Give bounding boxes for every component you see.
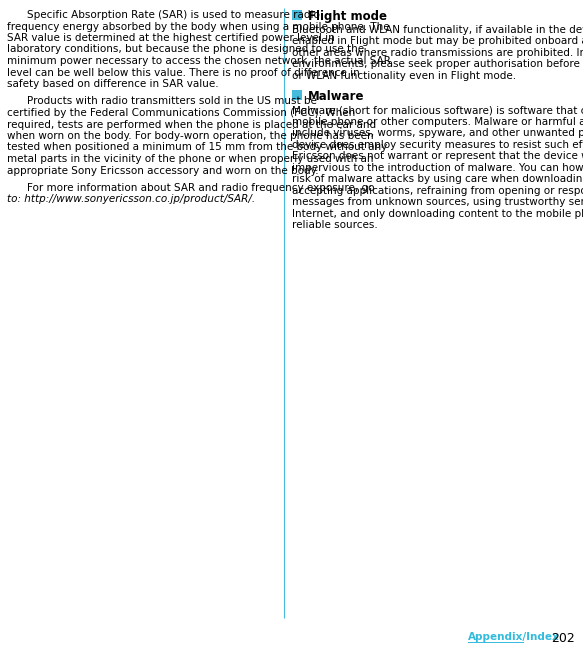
Text: mobile phone or other computers. Malware or harmful applications can: mobile phone or other computers. Malware… bbox=[292, 117, 583, 127]
Text: when worn on the body. For body-worn operation, the phone has been: when worn on the body. For body-worn ope… bbox=[7, 131, 374, 141]
Text: Bluetooth and WLAN functionality, if available in the device, can be: Bluetooth and WLAN functionality, if ava… bbox=[292, 25, 583, 35]
Text: tested when positioned a minimum of 15 mm from the body without any: tested when positioned a minimum of 15 m… bbox=[7, 143, 387, 152]
Text: Malware: Malware bbox=[308, 91, 364, 104]
Text: enabled in Flight mode but may be prohibited onboard aircraft or in: enabled in Flight mode but may be prohib… bbox=[292, 36, 583, 47]
Text: include viruses, worms, spyware, and other unwanted programs. While the: include viruses, worms, spyware, and oth… bbox=[292, 128, 583, 139]
Text: Malware (short for malicious software) is software that can harm the: Malware (short for malicious software) i… bbox=[292, 106, 583, 115]
Text: Internet, and only downloading content to the mobile phone from known,: Internet, and only downloading content t… bbox=[292, 209, 583, 219]
Text: appropriate Sony Ericsson accessory and worn on the body.: appropriate Sony Ericsson accessory and … bbox=[7, 165, 319, 176]
Text: messages from unknown sources, using trustworthy services to access the: messages from unknown sources, using tru… bbox=[292, 198, 583, 207]
Text: reliable sources.: reliable sources. bbox=[292, 220, 378, 231]
Text: level can be well below this value. There is no proof of difference in: level can be well below this value. Ther… bbox=[7, 67, 360, 78]
Bar bbox=[292, 91, 302, 100]
Text: risk of malware attacks by using care when downloading content or: risk of malware attacks by using care wh… bbox=[292, 174, 583, 185]
Text: Specific Absorption Rate (SAR) is used to measure radio: Specific Absorption Rate (SAR) is used t… bbox=[27, 10, 320, 20]
Text: metal parts in the vicinity of the phone or when properly used with an: metal parts in the vicinity of the phone… bbox=[7, 154, 374, 164]
Bar bbox=[292, 10, 302, 20]
Text: other areas where radio transmissions are prohibited. In such: other areas where radio transmissions ar… bbox=[292, 48, 583, 58]
Text: impervious to the introduction of malware. You can however reduce the: impervious to the introduction of malwar… bbox=[292, 163, 583, 173]
Text: Appendix/Index: Appendix/Index bbox=[468, 632, 560, 642]
Text: to: http://www.sonyericsson.co.jp/product/SAR/.: to: http://www.sonyericsson.co.jp/produc… bbox=[7, 194, 255, 205]
Text: or WLAN functionality even in Flight mode.: or WLAN functionality even in Flight mod… bbox=[292, 71, 516, 81]
Text: SAR value is determined at the highest certified power level in: SAR value is determined at the highest c… bbox=[7, 33, 335, 43]
Text: For more information about SAR and radio frequency exposure, go: For more information about SAR and radio… bbox=[27, 183, 374, 193]
Text: accepting applications, refraining from opening or responding to: accepting applications, refraining from … bbox=[292, 186, 583, 196]
Text: Flight mode: Flight mode bbox=[308, 10, 387, 23]
Text: required, tests are performed when the phone is placed at the ear and: required, tests are performed when the p… bbox=[7, 119, 376, 130]
Text: device does employ security measures to resist such efforts, Sony: device does employ security measures to … bbox=[292, 140, 583, 150]
Text: minimum power necessary to access the chosen network, the actual SAR: minimum power necessary to access the ch… bbox=[7, 56, 391, 66]
Text: safety based on difference in SAR value.: safety based on difference in SAR value. bbox=[7, 79, 219, 89]
Text: Ericsson does not warrant or represent that the device will be: Ericsson does not warrant or represent t… bbox=[292, 152, 583, 161]
Text: environments, please seek proper authorisation before enabling Bluetooth: environments, please seek proper authori… bbox=[292, 60, 583, 69]
Text: 202: 202 bbox=[551, 632, 575, 645]
Text: certified by the Federal Communications Commission (FCC). When: certified by the Federal Communications … bbox=[7, 108, 355, 118]
Text: laboratory conditions, but because the phone is designed to use the: laboratory conditions, but because the p… bbox=[7, 45, 364, 54]
Text: frequency energy absorbed by the body when using a mobile phone. The: frequency energy absorbed by the body wh… bbox=[7, 21, 389, 32]
Text: Products with radio transmitters sold in the US must be: Products with radio transmitters sold in… bbox=[27, 97, 317, 106]
